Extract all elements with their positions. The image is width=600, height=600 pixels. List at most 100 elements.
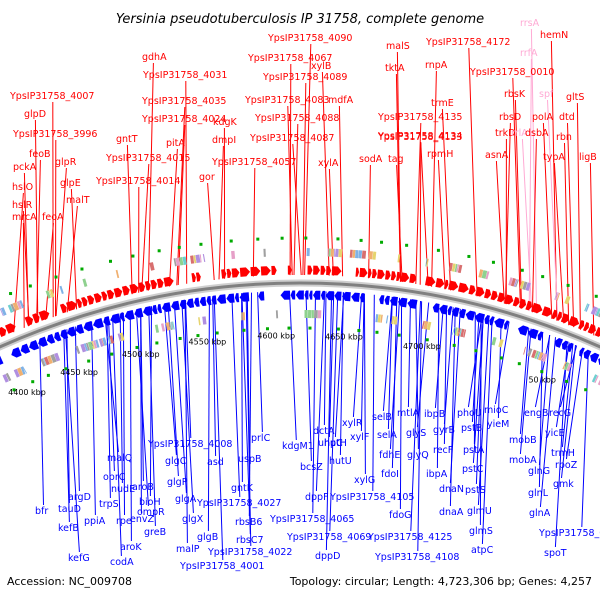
reverse-gene-label: dppF (305, 492, 329, 503)
reverse-gene-label: glgX (182, 514, 204, 525)
outer-tick-dot (541, 275, 545, 279)
forward-feature-block (10, 303, 16, 312)
reverse-leader-line (410, 300, 421, 532)
reverse-gene-label: envZ (130, 514, 154, 525)
forward-gene-label: pitA (166, 138, 185, 149)
reverse-gene-arrow (494, 318, 505, 329)
forward-feature-block (45, 290, 51, 299)
inner-tick-dot (452, 343, 456, 347)
forward-leader-line (70, 188, 78, 310)
forward-leader-line (304, 43, 312, 276)
reverse-feature-block (563, 362, 570, 371)
forward-gene-label: gdhA (142, 52, 167, 63)
forward-gene-arrow (144, 281, 151, 291)
forward-feature-block (519, 280, 525, 290)
reverse-leader-line (74, 326, 80, 492)
reverse-leader-line (538, 335, 551, 466)
forward-gene-arrow (226, 268, 232, 278)
reverse-gene-label: yicE (545, 428, 565, 439)
reverse-gene-label: kefB (58, 523, 79, 534)
reverse-gene-arrow (216, 294, 227, 304)
reverse-gene-label: asd (207, 457, 224, 468)
reverse-leader-line (436, 304, 440, 469)
reverse-gene-arrow (11, 347, 22, 358)
forward-gene-arrow (150, 279, 157, 290)
forward-gene-arrow (32, 313, 40, 324)
forward-feature-block (510, 277, 517, 287)
forward-gene-label: trkD (495, 128, 515, 139)
forward-gene-arrow (113, 287, 123, 298)
forward-gene-arrow (359, 267, 368, 278)
reverse-feature-block (423, 321, 429, 330)
forward-gene-label: YpsIP31758_4134 (377, 131, 462, 142)
reverse-gene-label: atpC (471, 545, 494, 556)
reverse-gene-label: glgA (175, 494, 197, 505)
reverse-gene-label: glnG (528, 466, 550, 477)
forward-gene-label: mrcA (12, 212, 37, 223)
reverse-gene-label: dnaN (439, 484, 464, 495)
forward-gene-label: xylB (311, 61, 331, 72)
forward-feature-block (478, 269, 484, 278)
reverse-gene-arrow (143, 306, 153, 316)
inner-tick-dot (196, 334, 200, 338)
reverse-leader-line (565, 348, 584, 460)
forward-gene-label: rrfA (520, 48, 538, 59)
reverse-leader-line (39, 338, 44, 506)
inner-tick-dot (565, 379, 569, 383)
reverse-gene-arrow (579, 347, 585, 357)
reverse-feature-block (160, 323, 166, 332)
kbp-label: 4700 kbp (403, 342, 441, 351)
reverse-gene-arrow (46, 333, 56, 344)
forward-gene-label: YpsIP31758_4172 (425, 37, 510, 48)
reverse-gene-label: prlC (251, 433, 271, 444)
reverse-leader-line (181, 300, 194, 514)
outer-tick-dot (405, 243, 409, 247)
forward-leader-line (441, 108, 452, 291)
reverse-leader-line (323, 291, 327, 426)
reverse-leader-line (391, 297, 398, 469)
reverse-gene-label: glnA (529, 508, 551, 519)
reverse-feature-block (43, 356, 50, 366)
reverse-gene-arrow (234, 293, 240, 303)
forward-leader-line (514, 99, 523, 309)
outer-tick-dot (157, 249, 161, 253)
forward-gene-arrow (260, 266, 271, 276)
reverse-gene-arrow (206, 296, 212, 306)
forward-gene-arrow (320, 265, 326, 275)
reverse-leader-line (163, 303, 177, 456)
forward-gene-label: rpmH (427, 149, 453, 160)
reverse-leader-line (185, 300, 192, 439)
forward-gene-label: hemN (540, 30, 568, 41)
forward-leader-line (168, 148, 178, 287)
forward-feature-block (595, 308, 600, 317)
reverse-feature-block (98, 338, 104, 347)
reverse-gene-label: xylF (350, 432, 369, 443)
reverse-leader-line (257, 292, 263, 433)
outer-tick-dot (177, 245, 181, 249)
reverse-gene-label: mobA (509, 455, 537, 466)
reverse-gene-arrow (537, 331, 544, 341)
reverse-leader-line (449, 307, 456, 507)
forward-gene-arrow (444, 279, 449, 289)
reverse-leader-line (173, 301, 187, 494)
forward-leader-line (338, 105, 344, 277)
inner-tick-dot (215, 331, 219, 335)
forward-gene-label: YpsIP31758_4014 (95, 176, 180, 187)
forward-gene-arrow (239, 267, 251, 277)
forward-gene-arrow (409, 273, 417, 284)
forward-gene-arrow (468, 285, 476, 295)
forward-feature-block (0, 307, 7, 316)
forward-feature-block (16, 300, 22, 310)
reverse-gene-arrow (518, 325, 529, 336)
forward-feature-block (485, 271, 490, 280)
reverse-gene-label: pstC (462, 464, 484, 475)
reverse-leader-line (360, 293, 365, 432)
forward-leader-line (22, 210, 30, 327)
forward-leader-line (547, 99, 559, 322)
forward-gene-label: feoA (42, 212, 64, 223)
forward-gene-label: hslR (12, 200, 33, 211)
reverse-gene-label: rpoZ (555, 460, 578, 471)
reverse-feature-block (83, 343, 89, 352)
reverse-leader-line (312, 291, 316, 514)
forward-gene-label: YpsIP31758_4035 (141, 96, 226, 107)
